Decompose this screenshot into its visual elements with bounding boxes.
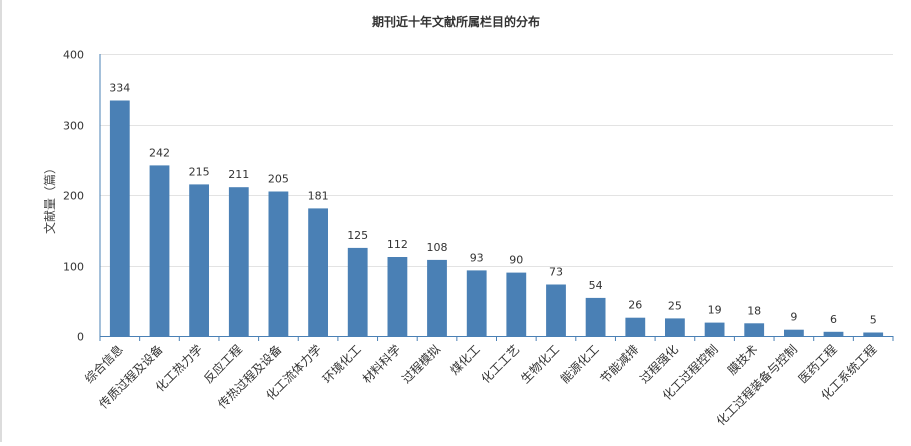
- x-axis-tick-marks: [99, 336, 894, 341]
- bar: [228, 187, 249, 336]
- bar: [268, 191, 289, 336]
- bar: [625, 317, 646, 336]
- value-label: 205: [268, 173, 289, 186]
- bar: [466, 270, 487, 336]
- bar: [585, 297, 606, 336]
- bar: [546, 284, 566, 336]
- y-tick-label: 200: [63, 190, 84, 203]
- bar: [863, 332, 884, 336]
- value-label: 125: [347, 229, 368, 242]
- x-tick-label: 过程模拟: [399, 342, 444, 387]
- bar: [347, 247, 368, 336]
- x-tick-label: 生物化工: [518, 342, 562, 386]
- x-tick-label: 节能减排: [598, 342, 642, 386]
- value-label: 242: [149, 146, 170, 159]
- bar: [506, 272, 527, 336]
- value-labels: 334 242 215 211 205 181 125 112 108 93 90 73 54 26 25 1…: [109, 82, 876, 327]
- bar: [149, 165, 170, 336]
- x-tick-label: 能源化工: [558, 342, 602, 386]
- value-label: 90: [509, 254, 523, 267]
- x-tick-label: 膜技术: [725, 342, 760, 377]
- x-tick-label: 煤化工: [447, 342, 482, 377]
- bar: [387, 257, 408, 336]
- bar: [109, 100, 130, 336]
- value-label: 18: [747, 304, 761, 317]
- x-tick-label: 材料科学: [359, 342, 404, 387]
- value-label: 19: [708, 304, 722, 317]
- value-label: 5: [870, 314, 877, 327]
- bar: [308, 208, 328, 336]
- value-label: 93: [470, 251, 484, 264]
- value-label: 215: [189, 165, 210, 178]
- value-label: 9: [790, 311, 797, 324]
- y-axis-label: 文献量（篇）: [42, 162, 57, 234]
- value-label: 334: [109, 82, 130, 95]
- value-label: 112: [387, 238, 408, 251]
- chart-title: 期刊近十年文献所属栏目的分布: [372, 14, 540, 29]
- value-label: 181: [308, 189, 329, 202]
- x-tick-label: 环境化工: [319, 342, 364, 387]
- value-label: 73: [549, 266, 563, 279]
- bar: [427, 259, 447, 336]
- y-tick-label: 400: [63, 49, 84, 62]
- value-label: 211: [228, 168, 249, 181]
- left-border: [0, 0, 2, 442]
- bar: [744, 323, 765, 336]
- value-label: 108: [427, 241, 448, 254]
- bar: [823, 331, 844, 336]
- y-tick-label: 300: [63, 120, 84, 133]
- bars: [109, 100, 884, 336]
- value-label: 54: [589, 279, 603, 292]
- bar: [784, 329, 804, 336]
- y-tick-label: 100: [63, 261, 84, 274]
- bar: [665, 318, 685, 336]
- bar: [704, 322, 725, 336]
- x-tick-label: 化工工艺: [479, 342, 523, 386]
- grid-lines: [100, 54, 893, 267]
- y-axis-ticks: 0 100 200 300 400: [63, 49, 84, 344]
- value-label: 6: [830, 313, 837, 326]
- value-label: 25: [668, 299, 682, 312]
- y-tick-label: 0: [77, 331, 84, 344]
- x-axis-labels: 综合信息传质过程及设备化工热力学反应工程传热过程及设备化工流体力学环境化工材料科…: [81, 342, 879, 429]
- value-label: 26: [628, 299, 642, 312]
- bar: [189, 184, 209, 336]
